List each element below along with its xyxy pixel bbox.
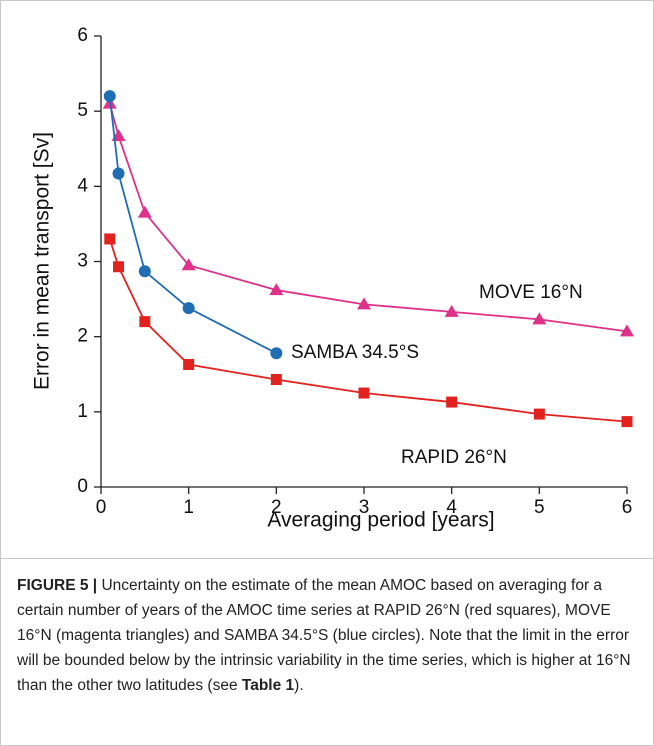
x-tick-label: 1 xyxy=(183,497,194,518)
y-tick-label: 1 xyxy=(77,401,88,422)
marker xyxy=(181,258,196,271)
caption: FIGURE 5 | Uncertainty on the estimate o… xyxy=(1,558,653,712)
marker xyxy=(270,347,283,360)
marker xyxy=(269,283,284,296)
series-line xyxy=(108,96,277,355)
y-axis-label: Error in mean transport [Sv] xyxy=(31,132,54,390)
x-tick-label: 6 xyxy=(622,497,633,518)
caption-label: FIGURE 5 | xyxy=(17,577,98,594)
y-tick-label: 3 xyxy=(77,251,88,272)
marker xyxy=(621,416,633,428)
series-label: MOVE 16°N xyxy=(479,282,583,303)
marker xyxy=(444,304,459,317)
series-label: RAPID 26°N xyxy=(401,447,507,468)
marker xyxy=(270,374,282,386)
y-tick-label: 0 xyxy=(77,476,88,497)
x-tick-label: 5 xyxy=(534,497,545,518)
marker xyxy=(103,90,116,103)
caption-ref: Table 1 xyxy=(241,677,295,694)
marker xyxy=(446,396,458,408)
y-tick-label: 6 xyxy=(77,25,88,46)
x-tick-label: 4 xyxy=(446,497,457,518)
marker xyxy=(112,167,125,180)
marker xyxy=(138,265,151,278)
chart: Averaging period [years] Error in mean t… xyxy=(31,25,634,532)
marker xyxy=(183,358,195,370)
marker xyxy=(139,316,151,328)
y-tick-label: 4 xyxy=(77,175,88,196)
y-tick-label: 2 xyxy=(77,326,88,347)
marker xyxy=(104,233,116,245)
caption-text: ). xyxy=(294,677,304,694)
marker xyxy=(358,387,370,399)
series-label: SAMBA 34.5°S xyxy=(291,342,419,363)
marker xyxy=(113,261,125,273)
marker xyxy=(357,297,371,310)
caption-text: Uncertainty on the estimate of the mean … xyxy=(17,577,631,694)
x-tick-label: 0 xyxy=(96,497,107,518)
marker xyxy=(532,312,547,325)
x-tick-label: 2 xyxy=(271,497,282,518)
x-tick-label: 3 xyxy=(359,497,370,518)
marker xyxy=(533,408,545,420)
marker xyxy=(620,324,634,337)
x-axis-label: Averaging period [years] xyxy=(267,509,494,532)
marker xyxy=(137,205,152,218)
marker xyxy=(182,302,195,315)
y-tick-label: 5 xyxy=(77,100,88,121)
